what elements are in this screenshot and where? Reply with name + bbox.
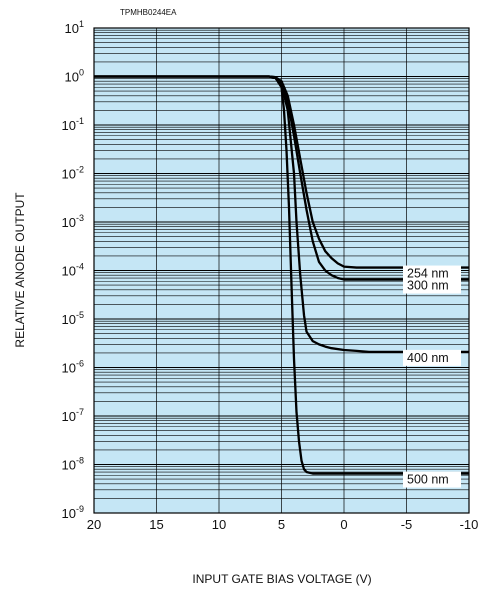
x-tick-label: 5	[278, 517, 285, 532]
figure-code: TPMHB0244EA	[120, 8, 177, 17]
plot-frame	[93, 27, 470, 514]
x-tick-labels: 20 15 10 5 0 -5 -10	[87, 517, 479, 532]
y-tick-label: 10-6	[62, 359, 84, 376]
series-lines	[94, 75, 469, 475]
y-tick-label: 10-3	[62, 213, 84, 230]
y-tick-label: 101	[65, 19, 84, 36]
x-tick-label: 10	[212, 517, 226, 532]
series-label-2: 400 nm	[407, 351, 449, 365]
series-label-bg-1	[403, 277, 461, 294]
y-tick-label: 10-1	[62, 116, 84, 133]
series-label-3: 500 nm	[407, 473, 449, 487]
x-tick-label: -10	[460, 517, 479, 532]
x-tick-label: 15	[149, 517, 163, 532]
y-tick-label: 10-9	[62, 504, 84, 521]
y-tick-labels: 101 100 10-1 10-2 10-3 10-4 10-5 10-6 10-7 10-8 10…	[62, 19, 84, 521]
y-tick-label: 10-2	[62, 165, 84, 182]
x-axis-title: INPUT GATE BIAS VOLTAGE (V)	[192, 572, 371, 586]
x-tick-label: 0	[340, 517, 347, 532]
series-label-bg-0	[403, 265, 461, 282]
series-line-3	[94, 75, 469, 475]
grid	[93, 28, 470, 514]
y-axis-title: RELATIVE ANODE OUTPUT	[13, 192, 27, 348]
y-tick-label: 10-4	[62, 262, 84, 279]
y-tick-label: 100	[65, 68, 84, 85]
y-tick-label: 10-5	[62, 310, 84, 327]
series-label-bg-2	[403, 349, 461, 366]
series-label-bg-3	[403, 471, 461, 488]
series-label-1: 300 nm	[407, 279, 449, 293]
series-label-0: 254 nm	[407, 267, 449, 281]
x-tick-label: 20	[87, 517, 101, 532]
y-tick-label: 10-8	[62, 456, 84, 473]
x-tick-label: -5	[401, 517, 413, 532]
y-tick-label: 10-7	[62, 407, 84, 424]
